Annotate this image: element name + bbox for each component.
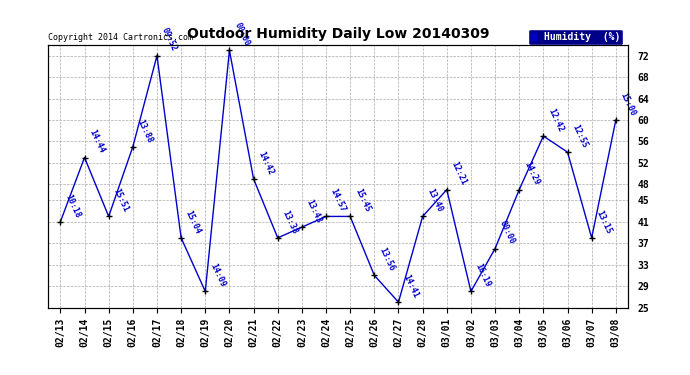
Text: 13:43: 13:43: [305, 198, 324, 224]
Text: 12:42: 12:42: [546, 107, 565, 133]
Text: 13:38: 13:38: [281, 209, 299, 235]
Text: 14:29: 14:29: [522, 160, 541, 187]
Legend: Humidity  (%): Humidity (%): [528, 29, 623, 45]
Text: 14:44: 14:44: [88, 128, 106, 155]
Text: 15:04: 15:04: [184, 209, 203, 235]
Text: 09:52: 09:52: [160, 27, 179, 53]
Text: 12:21: 12:21: [450, 160, 469, 187]
Text: 14:57: 14:57: [329, 187, 348, 214]
Text: 13:56: 13:56: [377, 246, 396, 273]
Text: 10:18: 10:18: [63, 192, 82, 219]
Text: 14:41: 14:41: [402, 273, 420, 299]
Title: Outdoor Humidity Daily Low 20140309: Outdoor Humidity Daily Low 20140309: [187, 27, 489, 41]
Text: 00:00: 00:00: [498, 219, 517, 246]
Text: 14:42: 14:42: [257, 150, 275, 176]
Text: 13:15: 13:15: [595, 209, 613, 235]
Text: 00:00: 00:00: [233, 21, 251, 48]
Text: 16:19: 16:19: [474, 262, 493, 289]
Text: Copyright 2014 Cartronics.com: Copyright 2014 Cartronics.com: [48, 33, 193, 42]
Text: 15:51: 15:51: [112, 187, 130, 214]
Text: 14:09: 14:09: [208, 262, 227, 289]
Text: 12:55: 12:55: [571, 123, 589, 149]
Text: 13:40: 13:40: [426, 187, 444, 214]
Text: 13:88: 13:88: [136, 117, 155, 144]
Text: 15:00: 15:00: [619, 91, 638, 117]
Text: 15:45: 15:45: [353, 187, 372, 214]
